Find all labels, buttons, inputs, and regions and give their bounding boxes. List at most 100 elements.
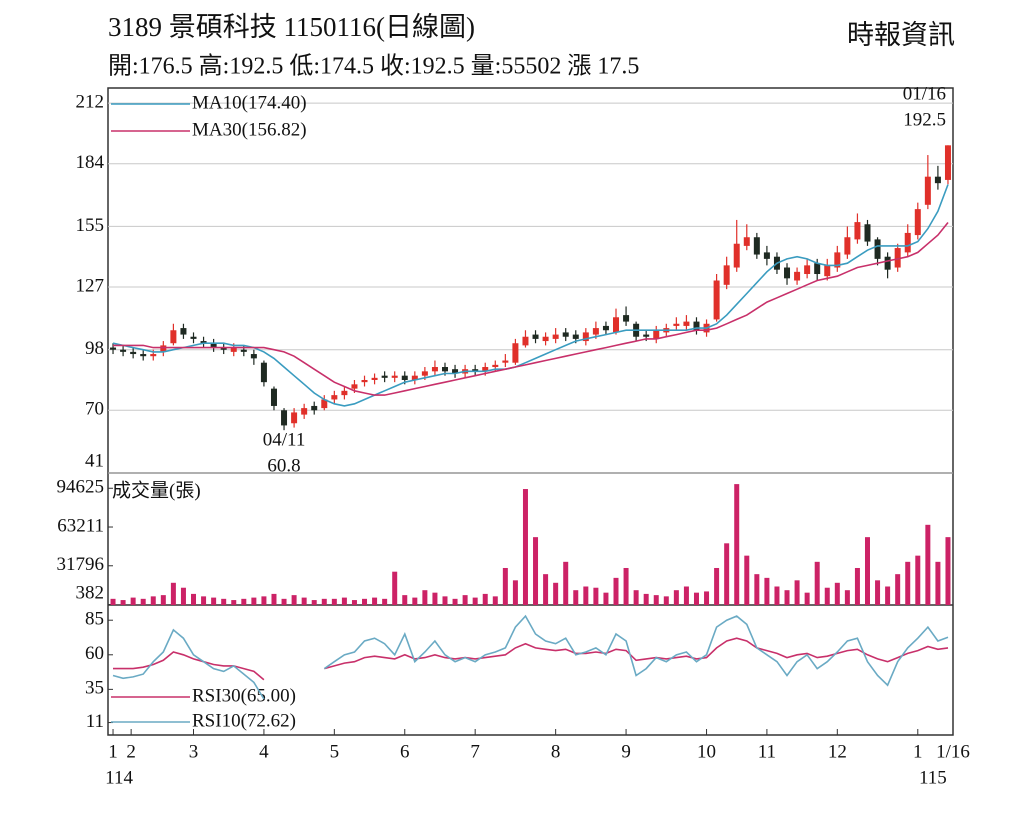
volume-bar — [482, 593, 488, 605]
candle-body — [804, 265, 811, 275]
volume-bar — [271, 593, 277, 605]
source: 時報資訊 — [847, 20, 955, 50]
candle-body — [391, 375, 398, 378]
candle-body — [693, 321, 700, 331]
volume-bar — [211, 597, 217, 605]
volume-bar — [794, 580, 800, 605]
volume-bar — [824, 587, 830, 605]
volume-bar — [372, 597, 378, 605]
candle-body — [291, 412, 298, 424]
y-tick-label: 85 — [85, 609, 104, 630]
candle-body — [884, 256, 891, 270]
candle-body — [341, 390, 348, 396]
y-tick-label: 11 — [86, 711, 104, 732]
volume-bar — [754, 574, 760, 605]
candle-body — [854, 222, 861, 240]
volume-bar — [492, 596, 498, 605]
x-tick-label: 1 — [913, 741, 923, 762]
candle-body — [713, 280, 720, 320]
candle-body — [602, 325, 609, 331]
volume-bar — [714, 567, 720, 605]
volume-bar — [603, 592, 609, 605]
y-tick-label: 184 — [76, 152, 105, 173]
candle-body — [673, 323, 680, 326]
volume-bar — [341, 597, 347, 605]
volume-bar — [945, 537, 951, 605]
rsi-line — [112, 614, 949, 700]
candle-body — [643, 334, 650, 337]
candle-body — [522, 336, 529, 346]
x-tick-label: 7 — [470, 741, 480, 762]
volume-bar — [442, 596, 448, 605]
candle-body — [381, 375, 388, 378]
volume-bar — [291, 595, 297, 605]
x-tick-label: 1/16 — [936, 741, 970, 762]
volume-bar — [724, 543, 730, 605]
volume-bar — [120, 600, 126, 605]
volume-bar — [281, 598, 287, 605]
candle-body — [421, 371, 428, 376]
x-tick-label: 3 — [189, 741, 199, 762]
y-tick-label: 31796 — [57, 554, 105, 575]
volume-bar — [382, 598, 388, 605]
candle-body — [321, 399, 328, 409]
candle-body — [150, 354, 157, 357]
volume-bar — [533, 537, 539, 605]
high-annotation: 192.5 — [903, 109, 946, 130]
candle-body — [794, 271, 801, 281]
volume-bar — [573, 590, 579, 605]
volume-bar — [915, 555, 921, 605]
candle-body — [492, 364, 499, 368]
candle-body — [894, 248, 901, 268]
candle-body — [160, 345, 167, 352]
volume-bar — [402, 595, 408, 605]
candle-body — [270, 388, 277, 406]
volume-bar — [804, 592, 810, 605]
volume-bar — [885, 586, 891, 605]
candle-body — [532, 334, 539, 339]
candle-body — [844, 237, 851, 255]
volume-bar — [895, 574, 901, 605]
rsi-line — [113, 637, 949, 681]
candle-body — [482, 367, 489, 372]
y-tick-label: 212 — [76, 91, 105, 112]
volume-bar — [683, 586, 689, 605]
y-tick-label: 70 — [85, 399, 104, 420]
candle-body — [944, 145, 951, 180]
volume-bar — [522, 489, 528, 605]
frame — [107, 87, 954, 736]
candle-body — [824, 265, 831, 277]
candle-body — [401, 375, 408, 380]
candle-body — [110, 347, 117, 350]
candle-body — [120, 349, 127, 352]
candle-body — [784, 267, 791, 279]
volume-bar — [191, 593, 197, 605]
volume-bar — [633, 590, 639, 605]
volume-bar — [653, 595, 659, 605]
volume-bar — [905, 561, 911, 605]
volume-bar — [201, 596, 207, 605]
title: 3189 景碩科技 1150116(日線圖) — [108, 12, 475, 42]
volume-bar — [261, 596, 267, 605]
candle-body — [723, 265, 730, 285]
candle-body — [874, 239, 881, 259]
volume-bar — [814, 561, 820, 605]
candle-body — [180, 328, 187, 335]
candle-body — [542, 336, 549, 342]
volume-bar — [321, 598, 327, 605]
volume-bar — [563, 561, 569, 605]
volume-bar — [362, 598, 368, 605]
x-tick-label: 9 — [621, 741, 631, 762]
volume-bar — [502, 567, 508, 605]
volume-bar — [673, 590, 679, 605]
legend-label: RSI30(65.00) — [192, 685, 296, 706]
volume-bar — [623, 567, 629, 605]
candle-body — [361, 379, 368, 383]
candle-body — [582, 332, 589, 342]
x-tick-label: 10 — [697, 741, 716, 762]
volume-bar — [643, 593, 649, 605]
volume-bar — [543, 574, 549, 605]
candle-body — [260, 362, 267, 383]
volume-bar — [221, 598, 227, 605]
